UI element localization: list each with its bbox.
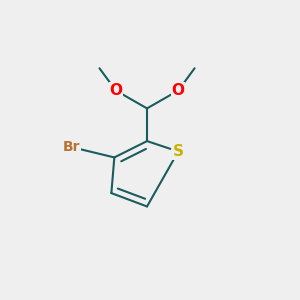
Text: Br: Br <box>62 140 80 154</box>
Text: O: O <box>109 83 122 98</box>
Text: S: S <box>173 144 184 159</box>
Text: O: O <box>172 83 185 98</box>
